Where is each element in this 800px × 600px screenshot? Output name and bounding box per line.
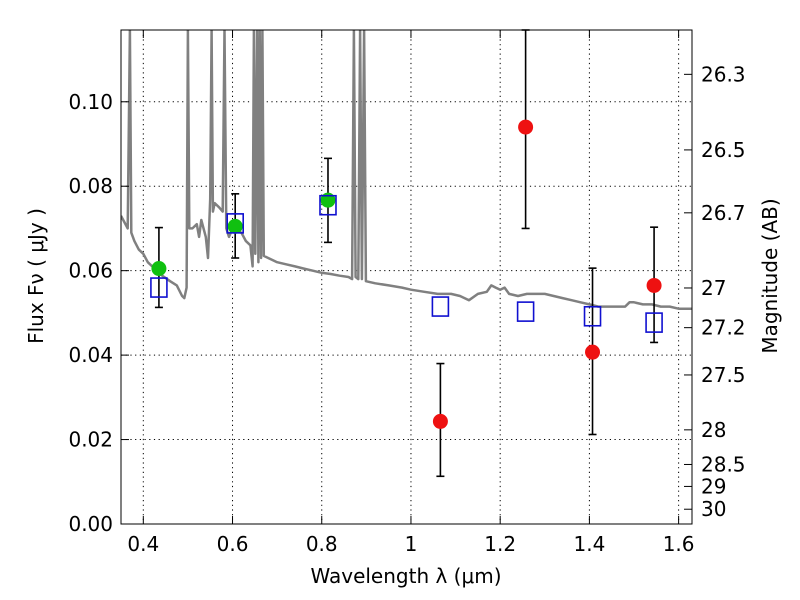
model-spectrum-line — [121, 30, 692, 310]
marker-layer — [150, 119, 663, 429]
data-point-square — [150, 277, 168, 298]
x-tick-label: 1.4 — [573, 532, 605, 556]
tick-layer — [121, 30, 692, 525]
right-tick-label: 28 — [701, 418, 726, 442]
data-point-circle — [646, 277, 662, 293]
y-axis-title: Flux Fν ( μJy ) — [24, 208, 48, 344]
x-axis-title: Wavelength λ (μm) — [310, 564, 501, 588]
right-tick-label: 27.2 — [701, 316, 746, 340]
y-tick-label: 0.06 — [68, 259, 113, 283]
data-point-square — [516, 301, 535, 322]
x-tick-label: 0.6 — [217, 532, 249, 556]
data-point-circle — [320, 192, 336, 208]
right-tick-label: 27 — [701, 276, 726, 300]
y-tick-label: 0.04 — [68, 343, 113, 367]
x-tick-label: 1.6 — [663, 532, 695, 556]
x-tick-label: 1.2 — [484, 532, 516, 556]
error-bar-layer — [154, 29, 659, 478]
right-tick-label: 26.7 — [701, 201, 746, 225]
right-tick-label: 26.5 — [701, 138, 746, 162]
x-tick-label: 1 — [405, 532, 418, 556]
x-tick-label: 0.8 — [306, 532, 338, 556]
x-tick-label: 0.4 — [127, 532, 159, 556]
plot-frame — [120, 29, 693, 525]
data-point-circle — [518, 119, 534, 135]
data-point-square — [645, 312, 663, 333]
data-point-circle — [227, 218, 243, 234]
data-point-circle — [585, 344, 601, 360]
tick-label-layer: 0.4 0.6 0.8 1 1.2 1.4 1.6 0.00 0.02 0.04 0.06 0.08 0… — [68, 62, 745, 556]
right-tick-label: 29 — [701, 474, 726, 498]
right-tick-label: 30 — [701, 497, 726, 521]
model-spectrum-layer — [121, 30, 692, 310]
y-tick-label: 0.08 — [68, 174, 113, 198]
data-point-circle — [432, 413, 448, 429]
right-axis-title: Magnitude (AB) — [758, 198, 782, 353]
right-tick-label: 27.5 — [701, 363, 746, 387]
y-tick-label: 0.02 — [68, 428, 113, 452]
right-tick-label: 26.3 — [701, 62, 746, 86]
right-tick-label: 28.5 — [701, 452, 746, 476]
y-tick-label: 0.00 — [68, 512, 113, 536]
grid-layer — [121, 30, 692, 525]
y-tick-label: 0.10 — [68, 90, 113, 114]
data-point-square — [226, 213, 244, 234]
data-point-square — [319, 194, 337, 216]
data-point-square — [431, 296, 450, 317]
data-point-square — [583, 305, 602, 327]
data-point-circle — [151, 261, 167, 277]
